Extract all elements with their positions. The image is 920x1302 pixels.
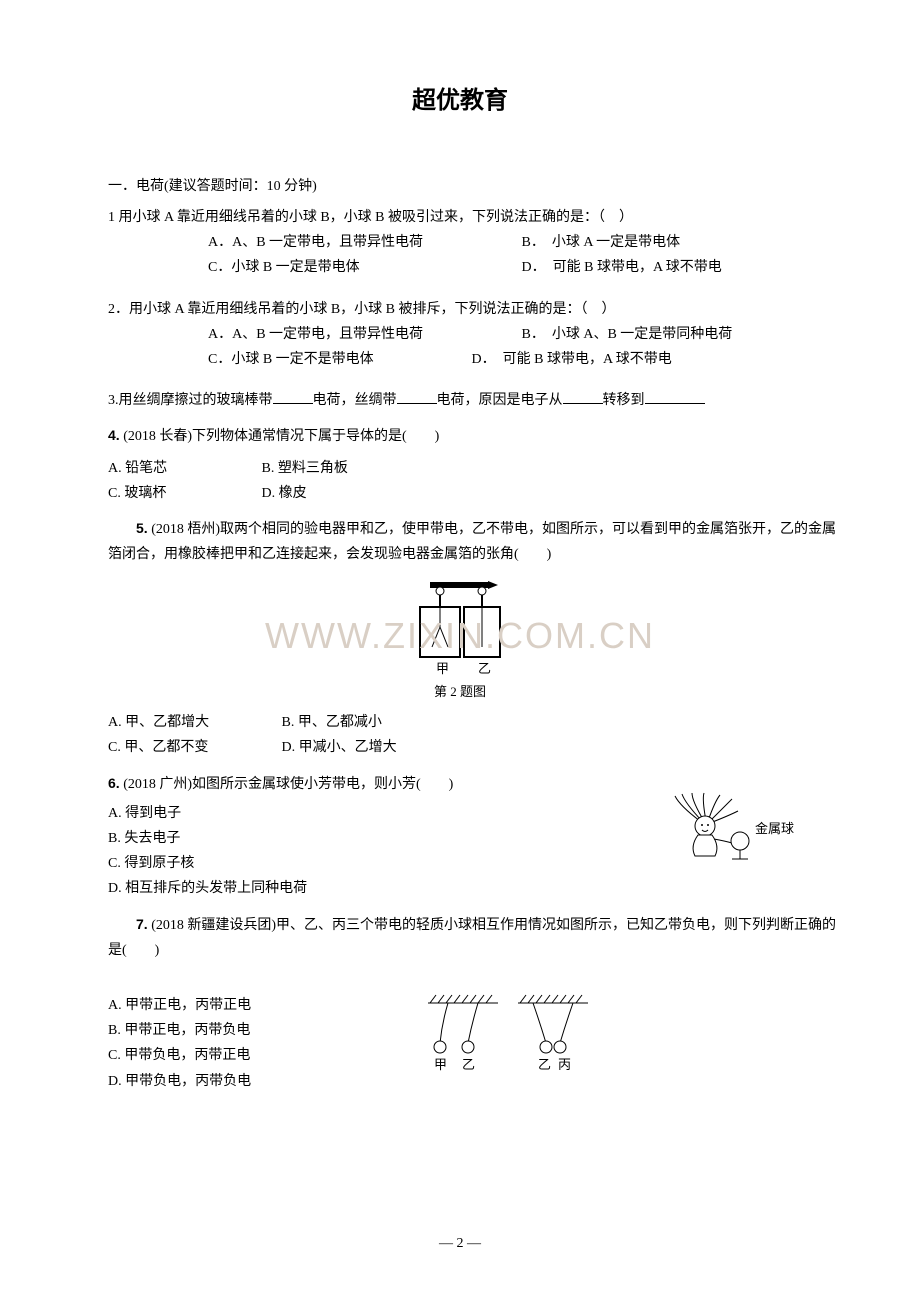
q7-lbl-yi1: 乙 [462,1057,475,1072]
q6-num: 6. [108,775,120,791]
question-3: 3.用丝绸摩擦过的玻璃棒带 电荷，丝绸带 电荷，原因是电子从 转移到 [108,388,840,413]
q6-optD: D. 相互排斥的头发带上同种电荷 [108,876,840,901]
q5-figure: 甲 乙 第 2 题图 [80,577,840,700]
q3-mid1: 电荷，丝绸带 [313,393,397,408]
q2-optC: C．小球 B 一定不是带电体 [208,347,468,372]
q3-pre: 3.用丝绸摩擦过的玻璃棒带 [108,393,273,408]
page-title: 超优教育 [80,80,840,115]
page-number: — 2 — [439,1236,481,1252]
q7-num: 7. [136,916,148,932]
q5-optB: B. 甲、乙都减小 [282,710,382,735]
question-5: 5. (2018 梧州)取两个相同的验电器甲和乙，使甲带电，乙不带电，如图所示，… [108,516,840,567]
q5-fig-label-left: 甲 [436,661,449,676]
q6-text: 如图所示金属球使小芳带电，则小芳( ) [192,777,453,792]
question-7: 7. (2018 新疆建设兵团)甲、乙、丙三个带电的轻质小球相互作用情况如图所示… [108,912,840,1094]
section-title: 一．电荷(建议答题时间：10 分钟) [108,175,840,195]
q4-src: (2018 长春) [120,429,192,444]
q3-mid3: 转移到 [603,393,645,408]
q2-optD: D． 可能 B 球带电，A 球不带电 [472,347,672,372]
q5-optC: C. 甲、乙都不变 [108,735,278,760]
question-4: 4. (2018 长春)下列物体通常情况下属于导体的是( ) A. 铅笔芯 B.… [108,423,840,506]
q6-src: (2018 广州) [120,777,192,792]
q3-blank1 [273,390,313,404]
q7-lbl-bing: 丙 [558,1057,571,1072]
q2-text: 2．用小球 A 靠近用细线吊着的小球 B，小球 B 被排斥，下列说法正确的是：（… [108,297,840,322]
q5-optA: A. 甲、乙都增大 [108,710,278,735]
question-2: 2．用小球 A 靠近用细线吊着的小球 B，小球 B 被排斥，下列说法正确的是：（… [108,297,840,373]
q4-optC: C. 玻璃杯 [108,481,258,506]
question-5-options: A. 甲、乙都增大 B. 甲、乙都减小 C. 甲、乙都不变 D. 甲减小、乙增大 [108,710,840,760]
q7-figure: 甲 乙 乙 丙 [418,993,608,1092]
question-6: 6. (2018 广州)如图所示金属球使小芳带电，则小芳( ) A. 得到电子 … [108,771,840,902]
q4-num: 4. [108,427,120,443]
question-1: 1 用小球 A 靠近用细线吊着的小球 B，小球 B 被吸引过来，下列说法正确的是… [108,205,840,281]
q7-lbl-yi2: 乙 [538,1057,551,1072]
q3-blank2 [397,390,437,404]
q6-figure: 金属球 [670,791,820,870]
q7-lbl-jia: 甲 [434,1057,447,1072]
q1-optD: D． 可能 B 球带电，A 球不带电 [522,255,722,280]
q2-optB: B． 小球 A、B 一定是带同种电荷 [522,322,733,347]
q4-optA: A. 铅笔芯 [108,456,258,481]
q4-optD: D. 橡皮 [262,481,307,506]
q5-num: 5. [136,520,148,536]
q3-mid2: 电荷，原因是电子从 [437,393,563,408]
q6-fig-label: 金属球 [755,821,794,836]
q3-blank4 [645,390,705,404]
q1-text: 1 用小球 A 靠近用细线吊着的小球 B，小球 B 被吸引过来，下列说法正确的是… [108,205,840,230]
q7-src: (2018 新疆建设兵团) [148,918,276,933]
q2-optA: A．A、B 一定带电，且带异性电荷 [208,322,518,347]
q1-optB: B． 小球 A 一定是带电体 [522,230,681,255]
q5-optD: D. 甲减小、乙增大 [282,735,397,760]
q5-src: (2018 梧州) [148,522,220,537]
q4-optB: B. 塑料三角板 [262,456,348,481]
q5-caption: 第 2 题图 [80,681,840,700]
q3-blank3 [563,390,603,404]
q5-fig-label-right: 乙 [478,661,491,676]
q1-optC: C．小球 B 一定是带电体 [208,255,518,280]
q4-text: 下列物体通常情况下属于导体的是( ) [192,429,439,444]
q1-optA: A．A、B 一定带电，且带异性电荷 [208,230,518,255]
